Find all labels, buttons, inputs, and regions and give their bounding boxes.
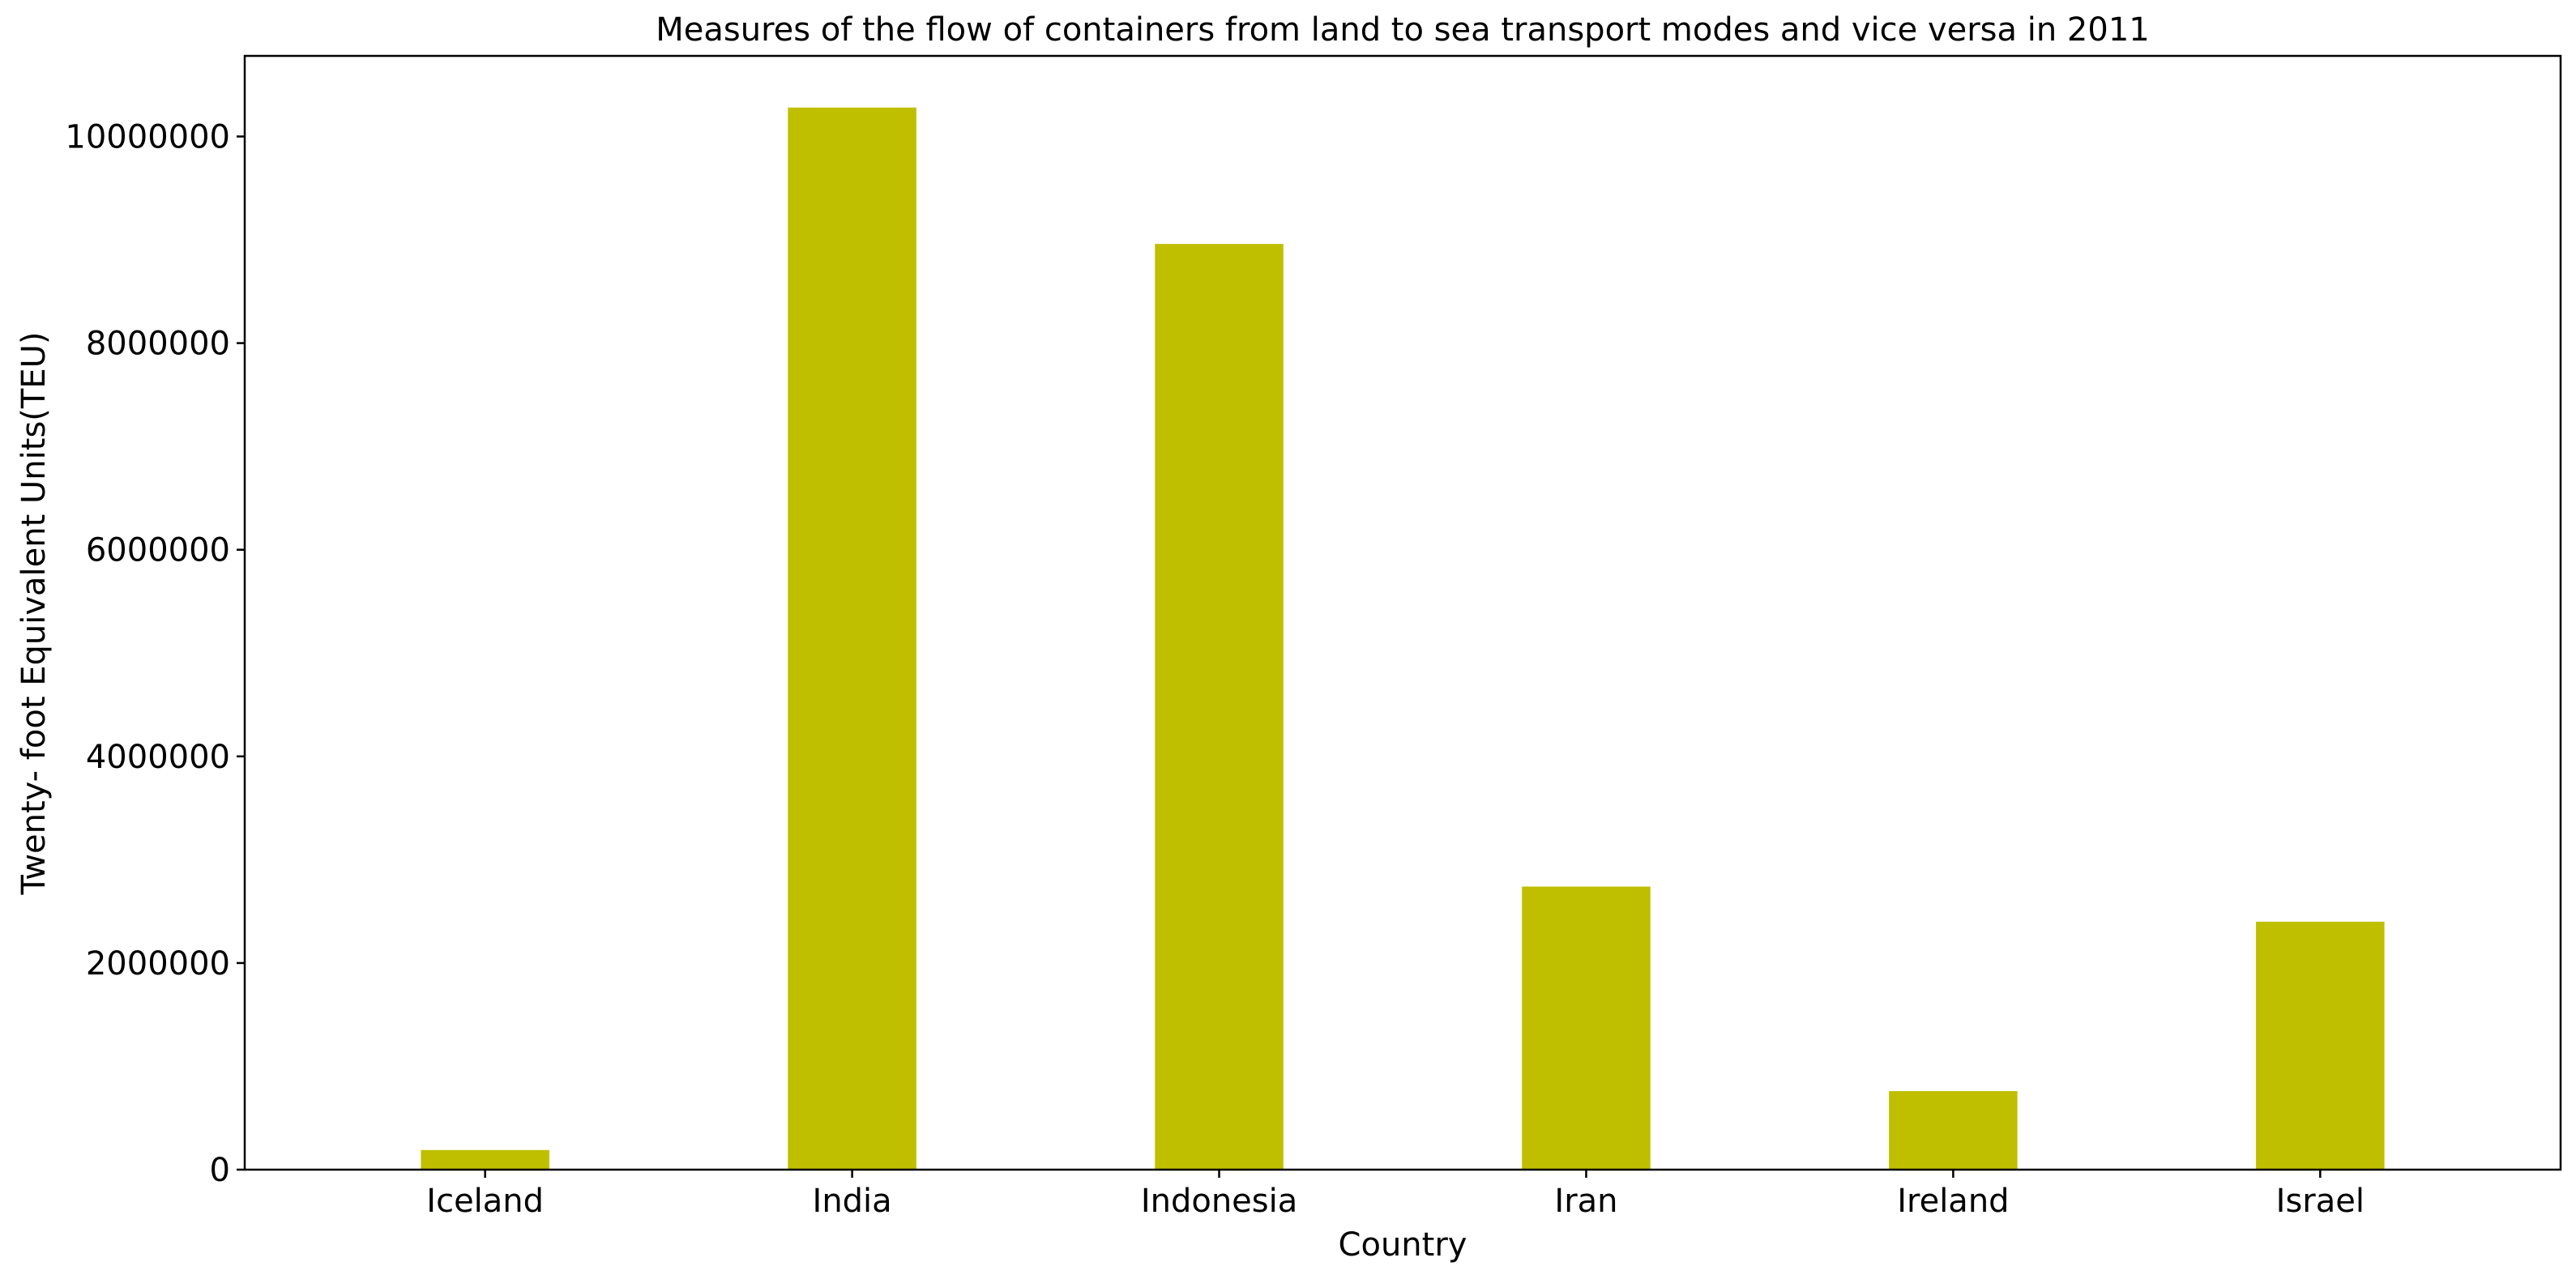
x-tick-label: India	[813, 1183, 892, 1220]
bar-israel	[2256, 921, 2385, 1170]
y-tick-label: 2000000	[86, 945, 230, 983]
y-axis-label: Twenty- foot Equivalent Units(TEU)	[15, 332, 53, 896]
x-tick-label: Indonesia	[1141, 1183, 1297, 1220]
y-axis: 0 2000000 4000000 6000000 8000000 10000000	[65, 118, 245, 1189]
x-axis: Iceland India Indonesia Iran Ireland Israel	[426, 1170, 2365, 1220]
y-tick-label: 4000000	[86, 739, 230, 776]
y-tick-label: 6000000	[86, 532, 230, 569]
bar-iran	[1522, 886, 1651, 1170]
y-tick-label: 0	[210, 1152, 230, 1189]
bar-iceland	[421, 1149, 549, 1170]
bar-india	[788, 107, 916, 1170]
x-tick-label: Iceland	[426, 1183, 544, 1220]
chart-title: Measures of the flow of containers from …	[656, 11, 2149, 49]
x-tick-label: Israel	[2276, 1183, 2365, 1220]
bars-group	[421, 107, 2385, 1170]
bar-indonesia	[1155, 244, 1284, 1170]
x-axis-label: Country	[1339, 1226, 1467, 1264]
x-tick-label: Ireland	[1897, 1183, 2009, 1220]
y-tick-label: 8000000	[86, 326, 230, 363]
bar-ireland	[1889, 1091, 2018, 1170]
x-tick-label: Iran	[1554, 1183, 1617, 1220]
y-tick-label: 10000000	[65, 118, 230, 156]
plot-frame	[243, 54, 2562, 1171]
